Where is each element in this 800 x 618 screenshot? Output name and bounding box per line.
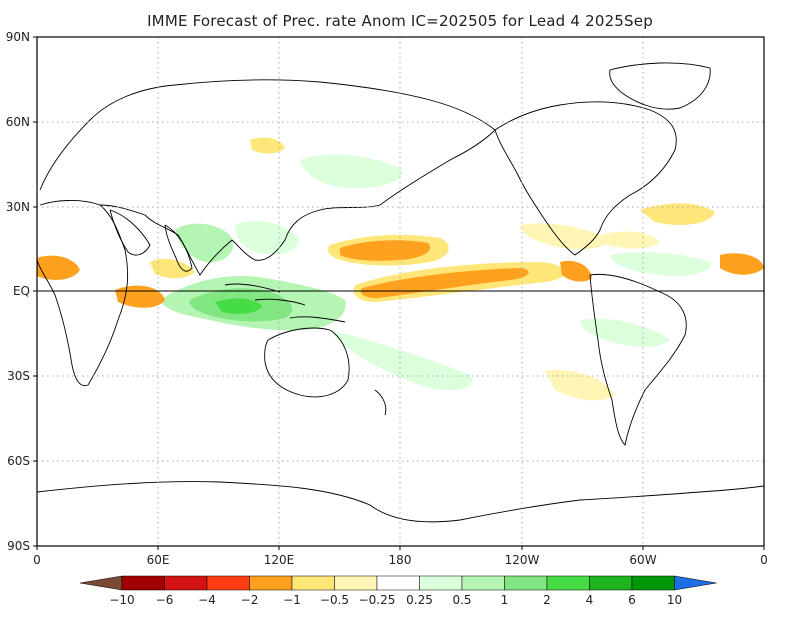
lat-label: 60S bbox=[7, 454, 30, 468]
greenland-coast bbox=[609, 62, 711, 110]
lon-label: 60W bbox=[629, 553, 656, 567]
india-coast bbox=[164, 224, 193, 272]
lon-label: 120W bbox=[505, 553, 540, 567]
colorbar-label: −4 bbox=[198, 593, 216, 607]
australia-coast bbox=[264, 327, 350, 398]
wet-region-south-china bbox=[235, 220, 300, 255]
lat-label: 60N bbox=[6, 115, 30, 129]
dry-region-north-pacific bbox=[250, 137, 285, 154]
coastlines bbox=[36, 62, 765, 523]
colorbar-segment bbox=[249, 575, 293, 591]
colorbar-label: 0.25 bbox=[406, 593, 433, 607]
colorbar-label: −2 bbox=[241, 593, 259, 607]
colorbar-label: 2 bbox=[543, 593, 551, 607]
wet-strong-core bbox=[215, 298, 262, 314]
africa-coast bbox=[36, 200, 129, 387]
lon-label: 60E bbox=[147, 553, 170, 567]
dry-region-north-atlantic bbox=[640, 203, 715, 225]
dry-region-south-america bbox=[545, 369, 615, 401]
dry-region-arabian-sea bbox=[150, 258, 195, 279]
colorbar-label: −1 bbox=[283, 593, 301, 607]
colorbar-label: 10 bbox=[667, 593, 682, 607]
south-america-coast bbox=[589, 273, 687, 446]
colorbar-segment bbox=[121, 575, 165, 591]
arabia-coast bbox=[109, 209, 151, 256]
map-title: IMME Forecast of Prec. rate Anom IC=2025… bbox=[147, 12, 653, 30]
lon-label: 180 bbox=[389, 553, 412, 567]
colorbar-segment bbox=[164, 575, 208, 591]
gridlines bbox=[37, 37, 764, 546]
lat-label: 30S bbox=[7, 369, 30, 383]
colorbar-label: 4 bbox=[586, 593, 594, 607]
axis-ticks bbox=[33, 36, 765, 550]
lat-label: EQ bbox=[13, 284, 30, 298]
colorbar-label: −10 bbox=[109, 593, 134, 607]
antarctica-coast bbox=[36, 481, 765, 523]
colorbar-segment bbox=[674, 575, 717, 591]
colorbar-segment bbox=[461, 575, 505, 591]
colorbar-label: 6 bbox=[628, 593, 636, 607]
colorbar-segment bbox=[334, 575, 378, 591]
colorbar-label: 1 bbox=[501, 593, 509, 607]
latitude-labels: 90N 60N 30N EQ 30S 60S 90S bbox=[6, 30, 30, 553]
lon-label: 0 bbox=[33, 553, 41, 567]
wet-region-south-pacific bbox=[330, 330, 472, 391]
colorbar-label: −6 bbox=[156, 593, 174, 607]
colorbar-segment bbox=[589, 575, 633, 591]
lat-label: 30N bbox=[6, 200, 30, 214]
lat-label: 90S bbox=[7, 539, 30, 553]
colorbar-segment bbox=[546, 575, 590, 591]
colorbar-segment bbox=[419, 575, 463, 591]
eurasia-coast bbox=[39, 79, 496, 276]
dry-region-africa-west bbox=[37, 255, 80, 280]
north-america-coast bbox=[494, 101, 677, 256]
new-zealand-coast bbox=[374, 389, 387, 416]
colorbar-segment bbox=[79, 575, 123, 591]
dry-region-east-pacific bbox=[520, 223, 610, 250]
colorbar-segment bbox=[291, 575, 335, 591]
colorbar: −10 −6 −4 −2 −1 −0.5 −0.25 0.25 0.5 1 2 4 6 10 bbox=[79, 575, 717, 607]
wet-region-south-atlantic bbox=[580, 318, 670, 347]
lon-label: 0 bbox=[760, 553, 768, 567]
dry-region-central-america bbox=[560, 260, 592, 282]
lon-label: 120E bbox=[264, 553, 295, 567]
colorbar-segment bbox=[631, 575, 675, 591]
colorbar-label: −0.25 bbox=[359, 593, 396, 607]
wet-region-atlantic bbox=[610, 252, 711, 276]
wet-region-west-pacific-north bbox=[300, 154, 402, 189]
colorbar-segment bbox=[504, 575, 548, 591]
colorbar-segment bbox=[376, 575, 420, 591]
lat-label: 90N bbox=[6, 30, 30, 44]
dry-region-atlantic-east bbox=[720, 253, 764, 275]
colorbar-label: −0.5 bbox=[320, 593, 349, 607]
dry-core-central-pacific-north bbox=[340, 240, 431, 261]
colorbar-segment bbox=[206, 575, 250, 591]
longitude-labels: 0 60E 120E 180 120W 60W 0 bbox=[33, 553, 768, 567]
dry-region-caribbean bbox=[600, 231, 660, 249]
colorbar-label: 0.5 bbox=[452, 593, 471, 607]
